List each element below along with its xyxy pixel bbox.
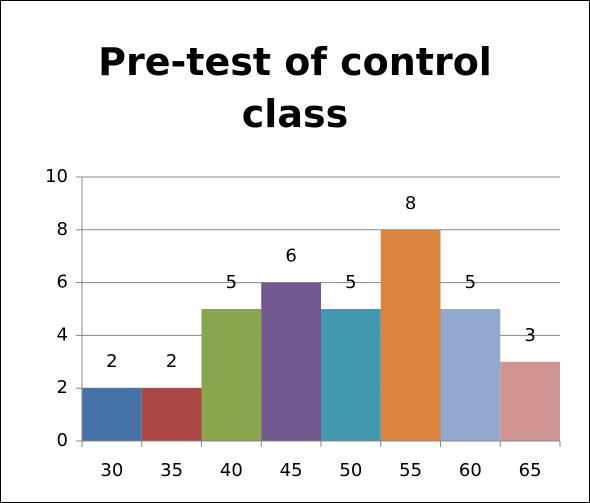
y-tick-label: 2 — [57, 377, 68, 398]
data-label: 8 — [405, 193, 416, 214]
x-tick-label: 50 — [339, 460, 362, 481]
data-label: 2 — [106, 351, 117, 372]
x-tick-label: 60 — [459, 460, 482, 481]
bar — [440, 309, 501, 441]
data-label: 5 — [345, 272, 356, 293]
data-label: 2 — [166, 351, 177, 372]
data-label: 5 — [465, 272, 476, 293]
data-label: 5 — [226, 272, 237, 293]
data-label: 6 — [285, 246, 296, 267]
x-tick-label: 35 — [160, 460, 183, 481]
y-tick-label: 8 — [57, 219, 68, 240]
y-tick-label: 4 — [57, 324, 68, 345]
bar — [321, 309, 381, 441]
y-tick-label: 6 — [57, 272, 68, 293]
x-tick-label: 30 — [100, 460, 123, 481]
x-tick-label: 65 — [519, 460, 542, 481]
bar — [82, 388, 142, 441]
bar — [201, 309, 262, 441]
y-tick-label: 0 — [57, 430, 68, 451]
data-label: 3 — [524, 325, 535, 346]
bar — [380, 229, 441, 441]
bar — [261, 282, 321, 441]
y-tick-label: 10 — [45, 166, 68, 187]
bar — [141, 388, 202, 441]
bar — [500, 361, 560, 441]
chart-title: Pre-test of control class — [98, 40, 492, 136]
x-tick-label: 45 — [280, 460, 303, 481]
x-tick-label: 55 — [399, 460, 422, 481]
x-tick-label: 40 — [220, 460, 243, 481]
